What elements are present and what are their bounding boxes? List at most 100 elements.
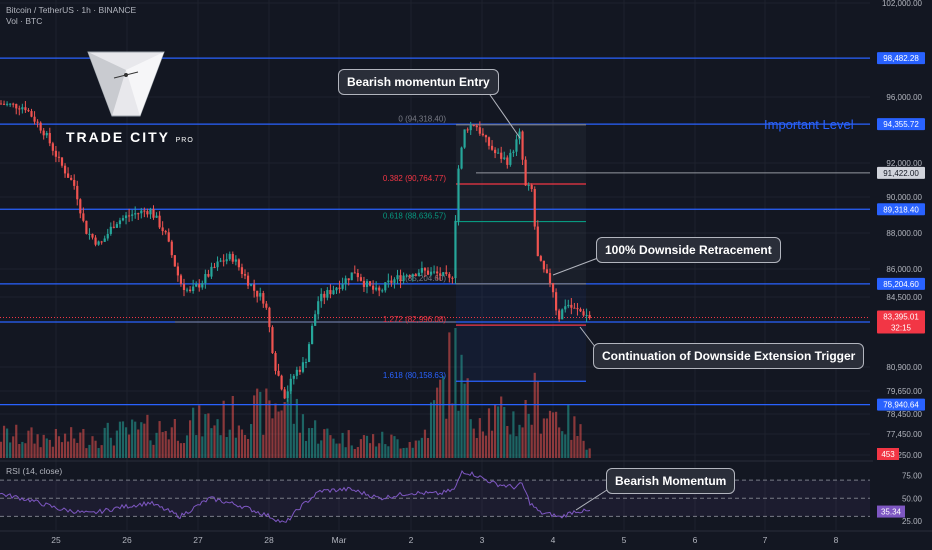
level-badge-2-bg <box>877 203 925 216</box>
volume-bar-167 <box>509 434 512 458</box>
candle-body-43 <box>131 214 134 216</box>
volume-bar-7 <box>21 441 24 458</box>
candle-body-7 <box>21 107 24 110</box>
volume-bar-136 <box>414 440 417 458</box>
candle-body-64 <box>195 284 198 287</box>
volume-label: Vol · BTC <box>6 16 43 26</box>
candle-body-13 <box>39 122 42 131</box>
candle-body-18 <box>54 150 57 157</box>
countdown-badge-bg <box>877 321 925 334</box>
time-label-0: 25 <box>51 535 61 545</box>
candle-body-52 <box>158 215 161 228</box>
candle-body-186 <box>567 304 570 307</box>
volume-bar-185 <box>564 434 567 458</box>
candle-body-77 <box>234 259 237 262</box>
candle-body-1 <box>2 103 6 105</box>
volume-bar-71 <box>216 419 219 458</box>
candle-body-104 <box>317 301 320 315</box>
volume-bar-112 <box>341 432 344 458</box>
candle-body-62 <box>189 289 192 291</box>
volume-bar-90 <box>274 403 277 458</box>
candle-body-116 <box>353 272 356 274</box>
annotation-bearish-momentum[interactable]: Bearish Momentum <box>606 468 736 494</box>
volume-bar-93 <box>283 402 286 458</box>
volume-bar-183 <box>558 427 561 458</box>
volume-bar-43 <box>131 419 134 458</box>
volume-bar-44 <box>134 421 137 458</box>
candle-body-85 <box>259 293 262 297</box>
volume-bar-6 <box>18 443 21 458</box>
logo-suffix: PRO <box>175 137 194 144</box>
volume-bar-159 <box>484 435 488 458</box>
current-price-badge-bg <box>877 310 925 323</box>
candle-body-40 <box>121 218 125 221</box>
time-label-10: 7 <box>763 535 768 545</box>
volume-bar-97 <box>295 398 298 458</box>
volume-bar-155 <box>472 428 475 458</box>
candle-body-20 <box>60 157 64 166</box>
volume-bar-184 <box>561 431 564 458</box>
volume-bar-142 <box>433 400 436 458</box>
connector-entry <box>487 91 521 139</box>
level-badge-5-bg <box>877 398 925 411</box>
candle-body-3 <box>9 103 12 105</box>
candle-body-22 <box>67 173 70 178</box>
volume-bar-176 <box>536 381 539 458</box>
volume-bar-101 <box>307 428 311 458</box>
candle-body-24 <box>73 179 76 186</box>
candle-body-119 <box>362 280 366 287</box>
volume-bar-80 <box>243 434 247 458</box>
volume-bar-174 <box>530 424 533 458</box>
volume-bar-18 <box>54 428 57 458</box>
level-badge-1-bg <box>877 118 925 131</box>
volume-bar-58 <box>176 440 179 458</box>
candle-body-165 <box>503 157 506 159</box>
volume-bar-21 <box>63 433 67 458</box>
volume-bar-113 <box>344 447 347 458</box>
volume-bar-164 <box>500 396 503 458</box>
annotation-bearish-entry[interactable]: Bearish momentun Entry <box>338 69 499 95</box>
volume-bar-12 <box>36 434 39 458</box>
volume-bar-188 <box>573 416 576 458</box>
level-badge-2: 89,318.40 <box>883 205 919 214</box>
price-tick-0: 102,000.00 <box>882 0 923 8</box>
candle-body-75 <box>228 253 231 260</box>
volume-bar-55 <box>167 439 170 458</box>
candle-body-188 <box>573 307 576 309</box>
volume-bar-38 <box>115 430 118 458</box>
candle-body-127 <box>387 280 390 283</box>
fib-label-0: 0 (94,318.40) <box>398 115 446 124</box>
volume-bar-83 <box>253 395 256 458</box>
volume-bar-103 <box>314 420 317 458</box>
volume-bar-79 <box>240 429 244 458</box>
candle-body-89 <box>271 327 274 354</box>
volume-bar-64 <box>195 435 198 458</box>
volume-bar-122 <box>372 434 375 458</box>
candle-body-101 <box>307 344 311 363</box>
volume-bar-180 <box>548 410 552 458</box>
volume-bar-13 <box>39 447 42 458</box>
volume-bar-131 <box>399 448 402 458</box>
volume-bar-146 <box>445 418 448 458</box>
candle-body-48 <box>146 211 149 215</box>
annotation-continuation-trigger[interactable]: Continuation of Downside Extension Trigg… <box>593 343 865 369</box>
volume-bar-56 <box>170 427 173 458</box>
candle-body-130 <box>396 275 399 280</box>
volume-bar-169 <box>515 436 518 458</box>
candle-body-110 <box>335 287 338 291</box>
volume-bar-37 <box>112 445 115 458</box>
rsi-badge: 35.34 <box>881 508 902 517</box>
candle-body-155 <box>472 125 475 127</box>
annotation-downside-retracement[interactable]: 100% Downside Retracement <box>596 237 781 263</box>
volume-bar-193 <box>588 448 591 458</box>
price-tick-9: 78,450.00 <box>886 410 922 419</box>
candle-body-133 <box>405 275 408 277</box>
volume-bar-99 <box>301 414 305 458</box>
candle-body-5 <box>15 103 18 109</box>
volume-bar-9 <box>27 430 30 458</box>
volume-bar-118 <box>359 439 362 458</box>
chart-title: Bitcoin / TetherUS · 1h · BINANCE <box>6 5 137 15</box>
candle-body-59 <box>179 275 183 285</box>
candle-body-63 <box>192 286 195 291</box>
fib-zone-upper <box>456 124 586 284</box>
